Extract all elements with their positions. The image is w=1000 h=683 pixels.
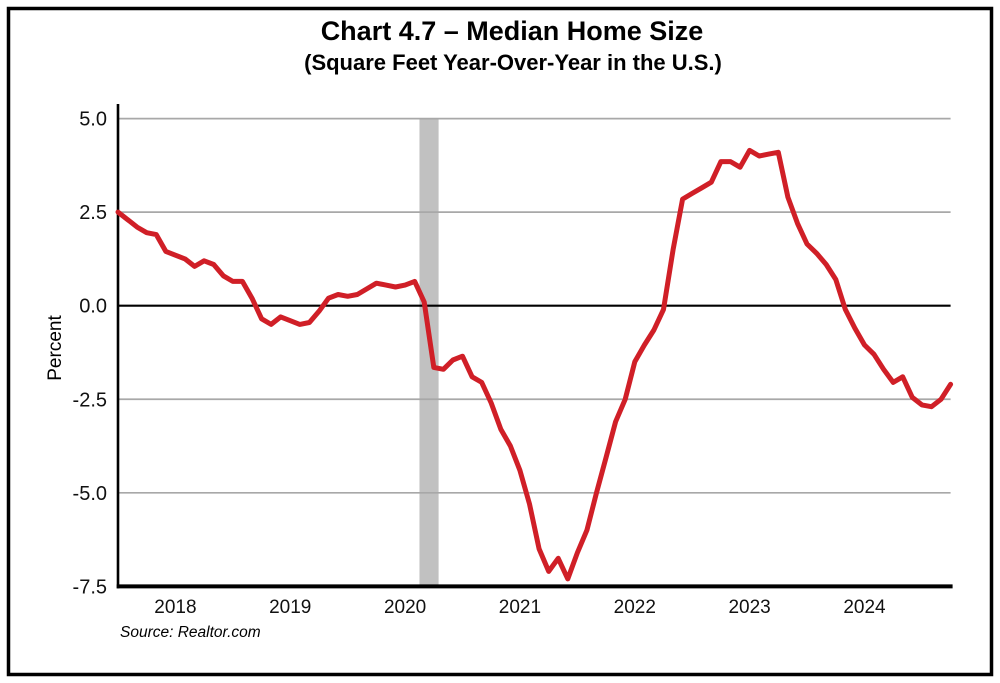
y-tick-label: 2.5 [79, 202, 107, 224]
x-tick-label: 2023 [728, 597, 770, 618]
chart-subtitle: (Square Feet Year-Over-Year in the U.S.) [304, 50, 722, 75]
x-tick-label: 2024 [843, 597, 886, 618]
x-tick-label: 2018 [154, 597, 196, 618]
y-tick-label: -2.5 [73, 389, 107, 411]
recession-band [419, 118, 439, 587]
y-tick-label: 0.0 [79, 296, 107, 318]
x-tick-label: 2020 [384, 597, 426, 618]
y-tick-label: -5.0 [73, 483, 107, 505]
x-tick-label: 2021 [499, 597, 541, 618]
x-tick-label: 2019 [269, 597, 311, 618]
y-tick-label: 5.0 [79, 109, 107, 131]
median-home-size-line [115, 147, 954, 582]
x-tick-label: 2022 [614, 597, 656, 618]
chart-title: Chart 4.7 – Median Home Size [320, 16, 704, 46]
y-tick-label: -7.5 [73, 576, 107, 598]
y-axis-title: Percent [45, 315, 66, 381]
source-note: Source: Realtor.com [120, 624, 261, 641]
chart-border [6, 6, 994, 677]
